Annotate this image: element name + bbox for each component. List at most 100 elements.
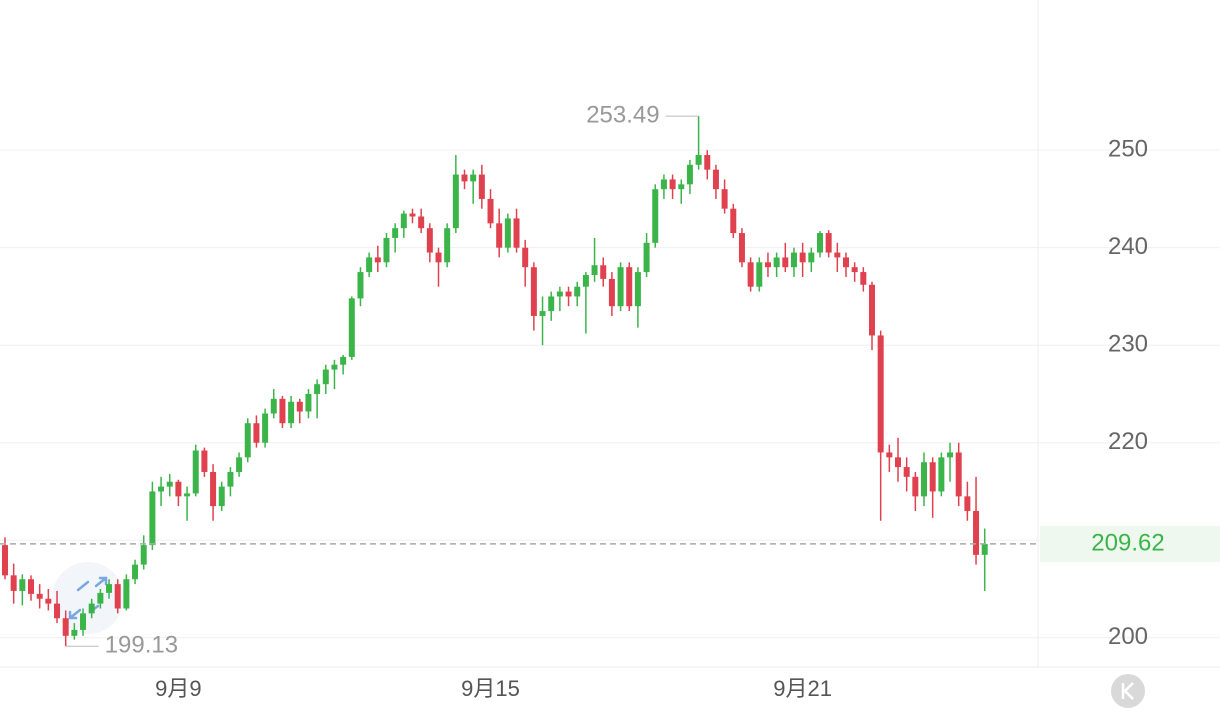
candle-body <box>331 364 338 370</box>
candle-body <box>444 228 451 263</box>
candle-body <box>886 452 893 458</box>
candle-body <box>392 228 399 238</box>
candle-body <box>279 398 286 424</box>
candle-body <box>262 413 269 443</box>
candle-body <box>773 257 780 268</box>
candle-body <box>478 174 485 199</box>
y-tick-label: 200 <box>1108 623 1148 650</box>
candle-body <box>686 164 693 185</box>
candle-body <box>149 491 156 546</box>
max-label: 253.49 <box>586 101 659 128</box>
candle-body <box>548 296 555 312</box>
candle-body <box>210 471 217 507</box>
candle-body <box>10 575 17 591</box>
candle-body <box>669 179 676 190</box>
y-tick-label: 230 <box>1108 331 1148 358</box>
candle-body <box>383 237 390 263</box>
candle-body <box>19 579 26 591</box>
candle-body <box>322 369 329 385</box>
plot: 2002102202302402509月99月159月21209.62253.4… <box>0 101 1220 701</box>
candle-body <box>617 267 624 307</box>
candle-body <box>912 476 919 497</box>
candle-body <box>808 252 815 263</box>
candle-body <box>929 462 936 492</box>
candle-body <box>45 598 52 604</box>
candle-body <box>903 467 910 477</box>
candle-body <box>747 262 754 287</box>
candle-body <box>270 398 277 414</box>
y-tick-label: 220 <box>1108 428 1148 455</box>
y-tick-label: 250 <box>1108 136 1148 163</box>
candle-body <box>461 174 468 182</box>
candle-body <box>790 252 797 268</box>
candle-body <box>539 311 546 316</box>
candle-body <box>452 174 459 229</box>
candle-body <box>712 169 719 190</box>
collapse-button[interactable] <box>1111 674 1145 708</box>
candle-body <box>842 257 849 268</box>
candle-body <box>721 189 728 209</box>
candle-body <box>921 462 928 497</box>
candle-body <box>106 584 113 593</box>
candle-body <box>574 286 581 297</box>
candle-body <box>947 452 954 458</box>
candle-body <box>591 265 598 275</box>
x-tick-label: 9月15 <box>461 676 520 701</box>
candle-body <box>496 223 503 248</box>
candle-body <box>782 257 789 268</box>
candle-body <box>123 579 130 609</box>
candle-body <box>895 457 902 468</box>
candle-body <box>764 262 771 268</box>
candle-body <box>340 356 347 365</box>
candle-body <box>305 393 312 412</box>
candle-body <box>704 155 711 170</box>
candle-body <box>799 252 806 263</box>
candle-body <box>634 272 641 307</box>
candle-body <box>71 629 78 636</box>
candle-body <box>530 267 537 316</box>
candle-body <box>816 233 823 253</box>
candle-body <box>158 486 165 492</box>
candle-body <box>2 545 8 576</box>
candle-body <box>80 613 87 630</box>
candle-body <box>166 481 173 487</box>
x-tick-label: 9月21 <box>773 676 832 701</box>
candle-body <box>357 272 364 299</box>
candle-body <box>660 179 667 190</box>
candle-body <box>678 184 685 190</box>
candle-body <box>600 265 607 279</box>
candle-body <box>400 213 407 229</box>
candle-body <box>175 481 182 497</box>
candle-body <box>504 218 511 248</box>
candle-body <box>955 452 962 497</box>
candle-body <box>869 284 875 336</box>
last-price-label: 209.62 <box>1091 529 1164 556</box>
candle-body <box>426 228 433 253</box>
candle-body <box>366 257 373 273</box>
candle-body <box>114 584 121 609</box>
candle-body <box>730 208 737 234</box>
candle-body <box>825 233 832 253</box>
last-price-box <box>1040 525 1220 562</box>
candle-body <box>244 423 251 458</box>
candle-body <box>88 603 95 614</box>
candle-body <box>418 216 425 229</box>
candle-body <box>296 401 303 412</box>
candle-body <box>54 603 61 619</box>
candle-body <box>236 457 243 472</box>
candle-body <box>938 457 945 492</box>
candle-body <box>582 274 589 287</box>
candle-body <box>738 233 745 263</box>
candle-body <box>201 450 208 472</box>
candle-body <box>288 401 295 424</box>
candle-body <box>140 545 147 565</box>
candle-body <box>981 543 988 555</box>
candle-body <box>227 471 234 487</box>
candle-body <box>62 618 69 636</box>
candle-body <box>643 242 650 273</box>
candle-body <box>513 218 520 248</box>
min-label: 199.13 <box>105 632 178 659</box>
candle-body <box>348 298 355 357</box>
candle-body <box>565 291 572 297</box>
